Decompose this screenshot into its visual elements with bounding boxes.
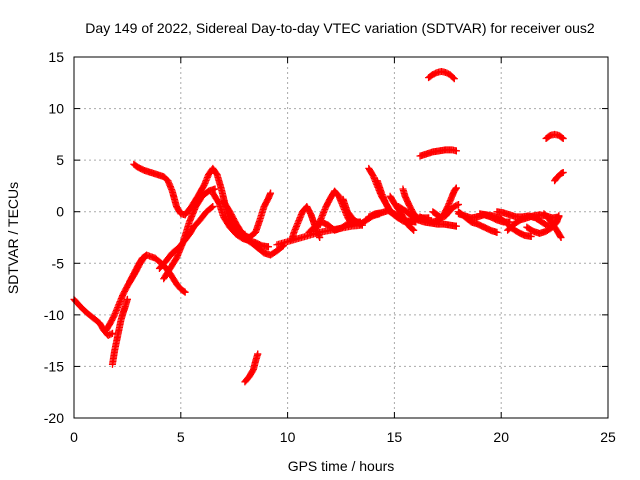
series-arc-10 — [220, 189, 275, 241]
x-tick-label: 15 — [387, 429, 403, 445]
data-point — [493, 228, 501, 236]
data-point — [559, 134, 567, 142]
series-arc-35 — [542, 130, 567, 142]
plot-frame — [73, 56, 609, 419]
axis-ticks: 0 5 10 15 20 25 -20 -15 -10 -5 0 5 10 15 — [44, 49, 616, 445]
series-arc-26 — [416, 146, 460, 160]
data-point — [267, 189, 275, 197]
series-arc-08 — [160, 185, 219, 283]
x-axis-title: GPS time / hours — [288, 458, 395, 474]
data-point — [527, 232, 535, 240]
data-point — [453, 201, 461, 209]
data-point — [264, 243, 272, 251]
y-tick-label: -15 — [44, 358, 64, 374]
data-point — [558, 134, 566, 142]
series-arc-36 — [551, 169, 567, 185]
series-arc-25 — [429, 200, 462, 222]
y-tick-label: 15 — [48, 49, 64, 65]
x-tick-label: 5 — [177, 429, 185, 445]
data-point — [557, 234, 565, 241]
y-tick-label: -20 — [44, 410, 64, 426]
data-point — [409, 225, 417, 233]
y-tick-label: -10 — [44, 307, 64, 323]
data-point — [452, 185, 460, 193]
y-tick-label: 10 — [48, 101, 64, 117]
x-tick-label: 0 — [70, 429, 78, 445]
y-tick-label: 5 — [56, 152, 64, 168]
y-tick-label: 0 — [56, 204, 64, 220]
data-point — [452, 222, 460, 230]
data-point — [180, 287, 188, 295]
x-tick-label: 25 — [600, 429, 616, 445]
data-point — [454, 200, 462, 208]
data-point — [211, 185, 219, 193]
data-point — [559, 169, 567, 177]
data-point — [107, 330, 115, 338]
series-arc-02 — [108, 295, 131, 368]
data-point — [555, 212, 563, 220]
chart-title: Day 149 of 2022, Sidereal Day-to-day VTE… — [85, 20, 595, 36]
data-point — [449, 74, 457, 82]
data-point — [410, 226, 418, 234]
series-arc-11 — [228, 223, 287, 259]
series-arc-27 — [425, 67, 458, 83]
data-point — [123, 295, 131, 303]
y-axis-title: SDTVAR / TECUs — [5, 182, 21, 294]
data-point — [450, 75, 458, 83]
x-tick-label: 10 — [280, 429, 296, 445]
data-point — [556, 232, 564, 240]
series-arc-34 — [540, 210, 565, 241]
data-point — [208, 203, 216, 211]
x-tick-label: 20 — [493, 429, 509, 445]
data-point — [316, 234, 324, 241]
series-arc-29 — [454, 208, 501, 236]
series-arc-05 — [130, 160, 189, 219]
data-point — [254, 350, 262, 358]
data-point — [452, 147, 460, 155]
series-arc-01 — [70, 295, 116, 339]
series-arc-21 — [386, 192, 418, 234]
data-point — [181, 288, 189, 296]
data-point — [452, 184, 460, 192]
series-arc-12 — [241, 350, 262, 386]
gridlines — [74, 57, 608, 418]
data-point — [209, 203, 217, 211]
y-tick-label: -5 — [52, 255, 65, 271]
data-series — [70, 67, 567, 386]
